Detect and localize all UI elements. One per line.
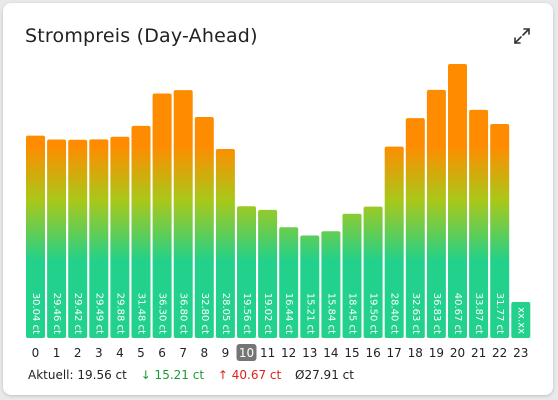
bar-value-label: 32.63 ct xyxy=(410,293,421,334)
hour-tick-label: 20 xyxy=(450,346,465,360)
hour-tick-label: 22 xyxy=(492,346,507,360)
price-summary: Aktuell: 19.56 ct ↓ 15.21 ct ↑ 40.67 ct … xyxy=(28,368,364,382)
bar-value-label: 28.40 ct xyxy=(389,293,400,334)
hour-tick-label: 13 xyxy=(302,346,317,360)
bar-value-label: xx.xx xyxy=(515,307,526,334)
hour-tick-label: 17 xyxy=(387,346,402,360)
price-bar xyxy=(215,149,235,338)
price-bar xyxy=(342,213,362,338)
bar-value-label: 32.80 ct xyxy=(199,293,210,334)
bar-value-label: 16.44 ct xyxy=(283,293,294,334)
price-bar xyxy=(363,206,383,338)
price-bar xyxy=(131,125,151,339)
hour-tick-label: 0 xyxy=(32,346,40,360)
current-hour-highlight xyxy=(236,344,257,361)
bar-value-label: 36.30 ct xyxy=(157,293,168,334)
hour-tick-label: 15 xyxy=(344,346,359,360)
bar-value-label: 15.84 ct xyxy=(325,293,336,334)
hour-tick-label: 5 xyxy=(137,346,145,360)
card-title: Strompreis (Day-Ahead) xyxy=(25,25,258,47)
price-bar xyxy=(384,146,404,338)
price-bar xyxy=(511,302,531,338)
hour-tick-label: 9 xyxy=(222,346,230,360)
price-bar xyxy=(405,118,425,338)
price-bar xyxy=(237,206,256,338)
hour-tick-label: 10 xyxy=(239,346,254,360)
hour-tick-label: 14 xyxy=(323,346,338,360)
price-bar xyxy=(26,135,45,338)
hour-tick-label: 11 xyxy=(260,346,275,360)
price-bar xyxy=(426,89,446,338)
bar-value-label: 36.80 ct xyxy=(178,293,189,334)
price-bar xyxy=(110,136,130,338)
price-bar xyxy=(194,117,214,338)
bar-value-label: 31.77 ct xyxy=(494,293,505,334)
hour-tick-label: 4 xyxy=(116,346,124,360)
price-bar xyxy=(152,93,172,338)
price-bar xyxy=(68,139,88,338)
price-bar xyxy=(89,139,109,338)
bar-value-label: 40.67 ct xyxy=(452,293,463,334)
bar-value-label: 30.04 ct xyxy=(30,293,41,334)
bar-value-label: 36.83 ct xyxy=(431,293,442,334)
hour-tick-label: 8 xyxy=(200,346,208,360)
price-bar xyxy=(448,64,467,338)
bar-value-label: 29.46 ct xyxy=(51,293,62,334)
min-price: ↓ 15.21 ct xyxy=(140,368,205,382)
bar-value-label: 18.45 ct xyxy=(347,293,358,334)
hour-tick-label: 19 xyxy=(429,346,444,360)
hour-tick-label: 12 xyxy=(281,346,296,360)
bar-value-label: 19.02 ct xyxy=(262,293,273,334)
hour-tick-label: 6 xyxy=(158,346,166,360)
price-bar xyxy=(47,139,67,338)
bar-value-label: 29.42 ct xyxy=(72,293,83,334)
bar-value-label: 29.49 ct xyxy=(93,293,104,334)
price-bar xyxy=(321,231,341,338)
price-bar xyxy=(173,90,193,338)
price-bar xyxy=(258,209,278,338)
hour-tick-label: 18 xyxy=(408,346,423,360)
bar-value-label: 28.05 ct xyxy=(220,293,231,334)
hour-tick-label: 7 xyxy=(179,346,187,360)
hour-tick-label: 21 xyxy=(471,346,486,360)
price-bar xyxy=(469,109,489,338)
price-bar xyxy=(490,123,510,338)
bar-value-label: 19.56 ct xyxy=(241,293,252,334)
current-price: Aktuell: 19.56 ct xyxy=(28,368,127,382)
avg-price: Ø27.91 ct xyxy=(295,368,354,382)
bar-value-label: 29.88 ct xyxy=(114,293,125,334)
bar-value-label: 31.48 ct xyxy=(136,293,147,334)
expand-icon[interactable] xyxy=(511,25,533,47)
hour-tick-label: 1 xyxy=(53,346,61,360)
hour-tick-label: 16 xyxy=(365,346,380,360)
hour-tick-label: 23 xyxy=(513,346,528,360)
hour-tick-label: 2 xyxy=(74,346,82,360)
bar-value-label: 19.50 ct xyxy=(368,293,379,334)
price-bar xyxy=(279,227,299,338)
bar-value-label: 15.21 ct xyxy=(304,293,315,334)
hour-tick-label: 3 xyxy=(95,346,103,360)
max-price: ↑ 40.67 ct xyxy=(217,368,282,382)
bar-value-label: 33.87 ct xyxy=(473,293,484,334)
price-bar xyxy=(300,235,320,338)
